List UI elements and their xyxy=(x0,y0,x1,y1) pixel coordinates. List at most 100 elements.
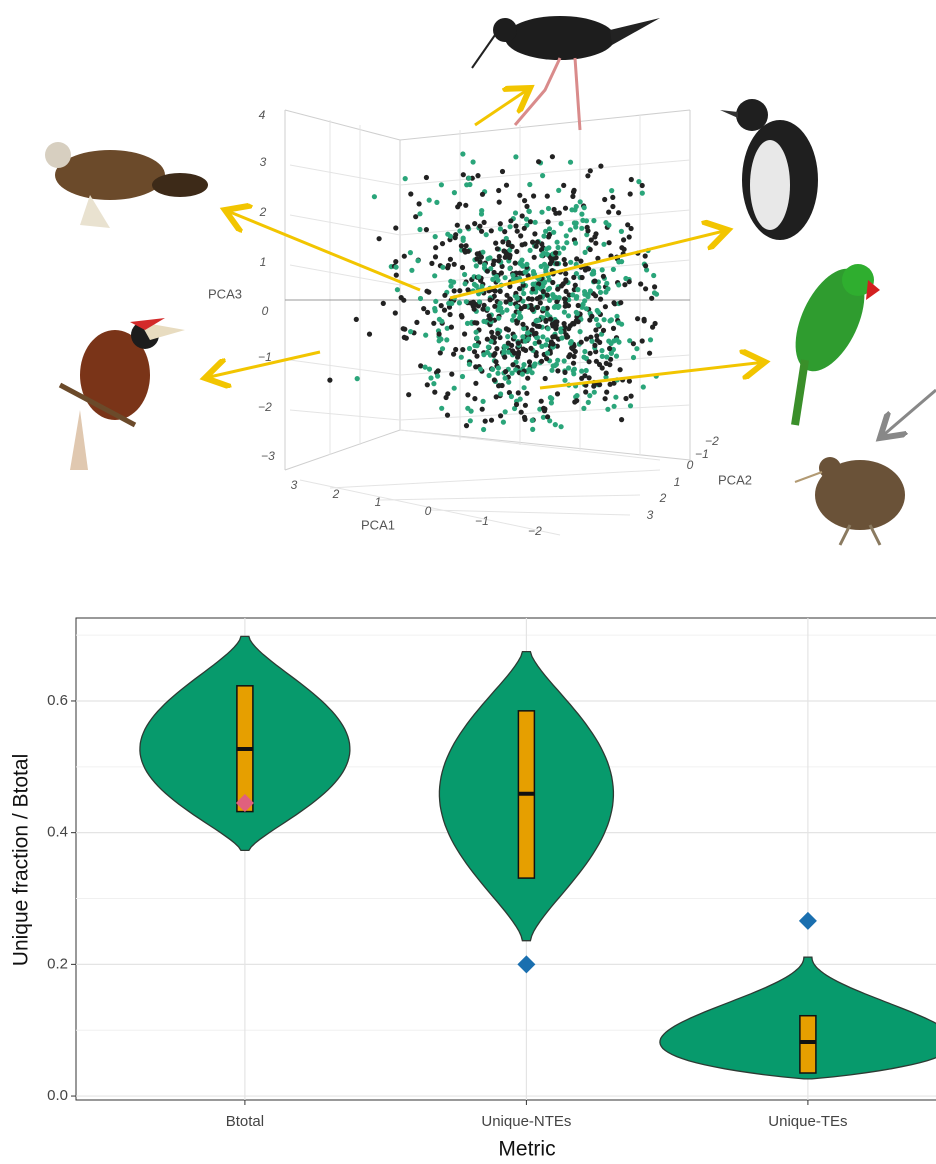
scatter-point xyxy=(393,259,398,264)
scatter-point xyxy=(587,359,592,364)
scatter-point xyxy=(594,317,599,322)
scatter-point xyxy=(494,346,499,351)
scatter-point xyxy=(402,327,407,332)
scatter-point xyxy=(546,287,551,292)
scatter-point xyxy=(579,340,584,345)
scatter-point xyxy=(570,194,575,199)
scatter-point xyxy=(513,223,518,228)
scatter-point xyxy=(629,177,634,182)
scatter-point xyxy=(367,332,372,337)
scatter-point xyxy=(432,273,437,278)
scatter-point xyxy=(479,211,484,216)
tick-label: 2 xyxy=(659,491,667,505)
scatter-point xyxy=(481,427,486,432)
scatter-point xyxy=(561,183,566,188)
scatter-point xyxy=(629,226,634,231)
scatter-point xyxy=(596,285,601,290)
scatter-point xyxy=(562,321,567,326)
scatter-point xyxy=(499,270,504,275)
scatter-point xyxy=(605,407,610,412)
scatter-point xyxy=(546,234,551,239)
tick-label: 2 xyxy=(259,205,267,219)
scatter-point xyxy=(501,420,506,425)
scatter-point xyxy=(540,173,545,178)
scatter-point xyxy=(510,362,515,367)
scatter-point xyxy=(599,348,604,353)
scatter-point xyxy=(474,354,479,359)
scatter-point xyxy=(582,298,587,303)
scatter-point xyxy=(562,257,567,262)
scatter-point xyxy=(521,291,526,296)
scatter-point xyxy=(544,318,549,323)
hornbill xyxy=(60,318,185,470)
scatter-point xyxy=(532,231,537,236)
scatter-point xyxy=(598,290,603,295)
scatter-point xyxy=(485,269,490,274)
scatter-point xyxy=(522,226,527,231)
tick-label: 2 xyxy=(332,487,340,501)
scatter-point xyxy=(522,415,527,420)
scatter-point xyxy=(537,324,542,329)
scatter-point xyxy=(491,258,496,263)
scatter-point xyxy=(522,385,527,390)
scatter-point xyxy=(524,262,529,267)
scatter-point xyxy=(507,255,512,260)
scatter-point xyxy=(524,391,529,396)
scatter-point xyxy=(465,321,470,326)
scatter-point xyxy=(528,346,533,351)
scatter-point xyxy=(588,168,593,173)
scatter-point xyxy=(431,321,436,326)
scatter-point xyxy=(574,294,579,299)
scatter-point xyxy=(609,188,614,193)
scatter-point xyxy=(627,234,632,239)
scatter-point xyxy=(457,288,462,293)
scatter-point xyxy=(610,195,615,200)
scatter-point xyxy=(449,372,454,377)
scatter-point xyxy=(475,173,480,178)
scatter-point xyxy=(493,359,498,364)
scatter-point xyxy=(563,271,568,276)
tick-label: −2 xyxy=(258,400,272,414)
scatter-point xyxy=(466,176,471,181)
scatter-point xyxy=(401,298,406,303)
page: PCA3 PCA1 PCA2 43210−1−2−33210−1−2−2−101… xyxy=(0,0,936,1164)
scatter-point xyxy=(591,218,596,223)
scatter-point xyxy=(579,226,584,231)
scatter-point xyxy=(614,354,619,359)
scatter-point xyxy=(511,313,516,318)
scatter-point xyxy=(530,418,535,423)
scatter-point xyxy=(530,307,535,312)
scatter-point xyxy=(510,244,515,249)
scatter-point xyxy=(423,333,428,338)
scatter-point xyxy=(498,391,503,396)
scatter-point xyxy=(417,211,422,216)
scatter-point xyxy=(584,336,589,341)
scatter-point xyxy=(520,372,525,377)
scatter-point xyxy=(440,346,445,351)
scatter-point xyxy=(553,325,558,330)
scatter-point xyxy=(476,252,481,257)
scatter-point xyxy=(381,301,386,306)
scatter-point xyxy=(583,389,588,394)
scatter-point xyxy=(457,228,462,233)
scatter-point xyxy=(515,296,520,301)
scatter-point xyxy=(618,300,623,305)
scatter-point xyxy=(459,313,464,318)
scatter-point xyxy=(475,343,480,348)
scatter-point xyxy=(500,310,505,315)
scatter-point xyxy=(607,240,612,245)
scatter-point xyxy=(547,226,552,231)
scatter-point xyxy=(602,317,607,322)
scatter-point xyxy=(546,206,551,211)
scatter-point xyxy=(616,210,621,215)
scatter-point xyxy=(464,182,469,187)
scatter-point xyxy=(513,154,518,159)
scatter-point xyxy=(448,279,453,284)
scatter-point xyxy=(503,369,508,374)
scatter-point xyxy=(641,384,646,389)
scatter-point xyxy=(582,349,587,354)
scatter-point xyxy=(534,318,539,323)
scatter-point xyxy=(553,211,558,216)
scatter-point xyxy=(508,297,513,302)
scatter-point xyxy=(355,376,360,381)
